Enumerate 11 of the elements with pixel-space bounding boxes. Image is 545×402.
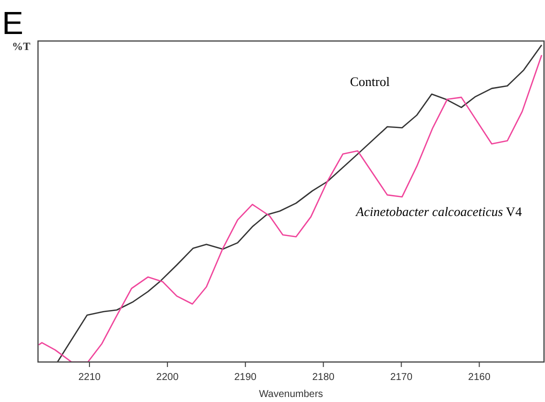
x-tick-label: 2180 (312, 372, 335, 383)
x-tick-label: 2170 (390, 372, 413, 383)
x-axis-title: Wavenumbers (258, 389, 324, 400)
x-tick-label: 2210 (78, 372, 102, 383)
text: Acinetobacter calcoaceticus V4 (355, 204, 522, 219)
x-tick-label: 2160 (468, 372, 491, 383)
x-tick-label: 2190 (234, 372, 257, 383)
text: Control (350, 74, 390, 89)
y-axis-title: %T (12, 41, 31, 53)
x-tick-label: 2200 (156, 372, 179, 383)
chart-title: E (2, 5, 24, 41)
